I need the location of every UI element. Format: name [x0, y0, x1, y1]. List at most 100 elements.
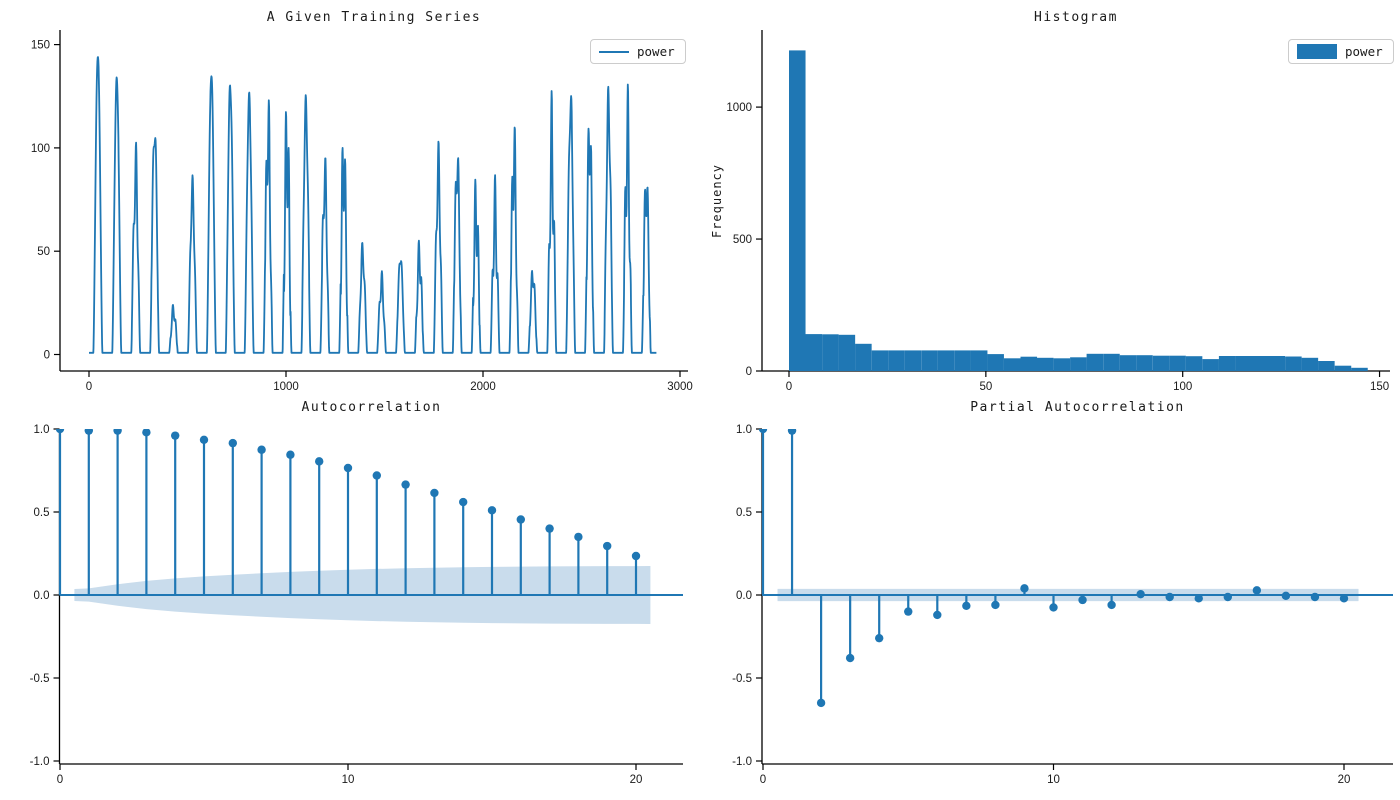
histogram-bar — [970, 350, 988, 371]
histogram-bar — [1235, 356, 1253, 371]
histogram-bar — [1185, 356, 1203, 371]
histogram-bar — [1285, 356, 1302, 371]
acf-marker — [228, 438, 237, 448]
training-series-title: A Given Training Series — [266, 10, 482, 25]
acf-y-tick-label: -0.5 — [30, 673, 50, 685]
training-series-legend: power — [590, 39, 686, 64]
acf-y-tick-label: 0.5 — [34, 507, 50, 519]
pacf-x-tick-label: 20 — [1338, 774, 1351, 786]
legend-label: power — [637, 44, 675, 59]
acf-marker — [343, 463, 353, 473]
pacf-marker — [1049, 603, 1058, 612]
histogram-bar — [1301, 357, 1319, 371]
pacf-y-tick-label: 0.0 — [736, 590, 752, 602]
acf-y-tick-label: 0.0 — [34, 590, 50, 602]
acf-marker — [55, 429, 65, 434]
pacf-marker — [845, 653, 855, 663]
acf-marker — [459, 497, 468, 507]
acf-marker — [199, 435, 209, 444]
pacf-x-tick-label: 0 — [760, 774, 766, 786]
acf-marker — [372, 471, 381, 480]
histogram-legend: power — [1288, 39, 1394, 64]
acf-marker — [401, 480, 410, 489]
pacf-y-tick-label: 0.5 — [736, 507, 752, 519]
acf-marker — [84, 429, 93, 435]
acf-y-tick-label: -1.0 — [30, 756, 50, 768]
pacf-marker — [1252, 586, 1262, 595]
histogram-bar — [1004, 358, 1021, 371]
histogram-bar — [1037, 357, 1054, 371]
pacf-marker — [904, 607, 913, 616]
acf-marker — [631, 551, 641, 561]
acf-marker — [142, 429, 151, 437]
power-line — [89, 56, 657, 354]
series-x-tick-label: 3000 — [667, 381, 693, 393]
histogram-bar — [954, 350, 971, 371]
histogram-bar — [1086, 353, 1104, 371]
series-y-tick-label: 0 — [44, 350, 50, 362]
pacf-title: Partial Autocorrelation — [970, 400, 1185, 415]
acf-marker — [171, 431, 180, 440]
pacf-marker — [1194, 594, 1203, 603]
pacf-marker — [933, 610, 942, 620]
acf-marker — [430, 488, 439, 498]
histogram-bar — [1119, 355, 1137, 371]
acf-marker — [257, 445, 266, 454]
acf-marker — [574, 532, 583, 542]
hist-y-tick-label: 500 — [733, 234, 752, 246]
histogram-bar — [1252, 356, 1269, 371]
histogram-bar — [1103, 353, 1120, 371]
histogram-ylabel: Frequency — [710, 163, 724, 239]
histogram-bar — [921, 350, 938, 371]
series-y-tick-label: 150 — [31, 40, 50, 52]
acf-marker — [487, 506, 497, 515]
histogram-bar — [1334, 365, 1352, 371]
acf-marker — [545, 524, 554, 533]
pacf-marker — [816, 698, 826, 708]
histogram-bar — [1351, 367, 1368, 371]
hist-x-tick-label: 150 — [1370, 381, 1389, 393]
pacf-x-tick-label: 10 — [1047, 774, 1060, 786]
histogram-bar — [888, 350, 905, 371]
hist-x-tick-label: 50 — [979, 381, 992, 393]
histogram-bar — [855, 343, 872, 371]
acf-marker — [516, 515, 525, 524]
pacf-marker — [991, 600, 1000, 610]
legend-color-swatch — [1297, 44, 1337, 59]
series-y-tick-label: 100 — [31, 143, 50, 155]
acf-title: Autocorrelation — [301, 400, 442, 415]
hist-x-tick-label: 0 — [786, 381, 792, 393]
pacf-marker — [787, 429, 797, 435]
pacf-marker — [1136, 589, 1145, 599]
histogram-bar — [1053, 358, 1071, 371]
histogram-bar — [1202, 359, 1219, 371]
histogram-bar — [1020, 356, 1038, 371]
histogram-bar — [838, 334, 856, 371]
pacf-marker — [758, 429, 768, 434]
hist-x-tick-label: 100 — [1173, 381, 1192, 393]
histogram-bar — [904, 350, 922, 371]
pacf-y-tick-label: 1.0 — [736, 424, 752, 436]
histogram-bar — [805, 334, 823, 371]
histogram-bar — [1169, 355, 1186, 371]
pacf-marker — [1281, 591, 1291, 601]
histogram-bar — [1152, 355, 1170, 371]
histogram-title: Histogram — [1034, 10, 1118, 25]
histogram-bar — [1318, 361, 1335, 371]
legend-line-sample — [599, 50, 629, 53]
pacf-y-tick-label: -0.5 — [732, 673, 752, 685]
histogram-bar — [822, 334, 839, 371]
acf-marker — [315, 457, 324, 466]
series-x-tick-label: 0 — [86, 381, 92, 393]
pacf-marker — [1223, 592, 1233, 602]
pacf-marker — [1339, 594, 1349, 603]
acf-y-tick-label: 1.0 — [34, 424, 50, 436]
pacf-marker — [1078, 595, 1087, 605]
pacf-marker — [875, 633, 884, 643]
pacf-marker — [1310, 592, 1320, 602]
histogram-bar — [1218, 356, 1236, 371]
histogram-bar — [789, 50, 806, 372]
hist-y-tick-label: 1000 — [726, 102, 752, 114]
